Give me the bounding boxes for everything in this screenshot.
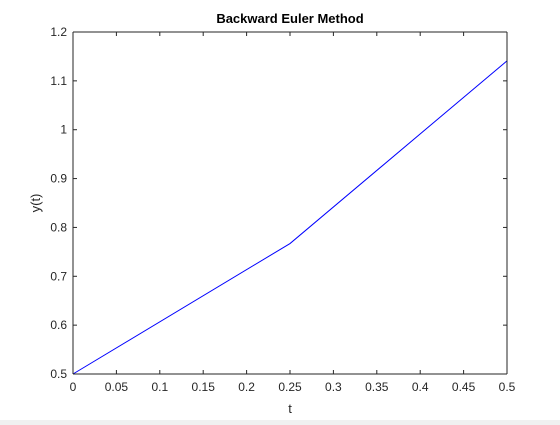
x-tick-label: 0.45 — [452, 380, 476, 394]
x-axis-label: t — [288, 401, 292, 416]
plot-area — [73, 32, 507, 374]
y-tick-label: 0.9 — [50, 172, 67, 186]
x-tick-label: 0.5 — [499, 380, 516, 394]
x-tick-label: 0.25 — [278, 380, 302, 394]
x-tick-label: 0.15 — [192, 380, 216, 394]
chart-title: Backward Euler Method — [216, 11, 363, 26]
y-tick-label: 1 — [60, 123, 67, 137]
x-tick-label: 0.4 — [412, 380, 429, 394]
x-tick-label: 0.2 — [238, 380, 255, 394]
y-tick-label: 0.5 — [50, 367, 67, 381]
y-tick-label: 1.2 — [50, 25, 67, 39]
x-tick-label: 0 — [70, 380, 77, 394]
y-tick-label: 0.7 — [50, 269, 67, 283]
y-tick-label: 1.1 — [50, 74, 67, 88]
y-axis-label: y(t) — [28, 194, 43, 213]
x-tick-label: 0.3 — [325, 380, 342, 394]
y-tick-label: 0.8 — [50, 220, 67, 234]
x-tick-label: 0.1 — [151, 380, 168, 394]
y-tick-label: 0.6 — [50, 318, 67, 332]
x-tick-label: 0.05 — [105, 380, 129, 394]
x-tick-label: 0.35 — [365, 380, 389, 394]
